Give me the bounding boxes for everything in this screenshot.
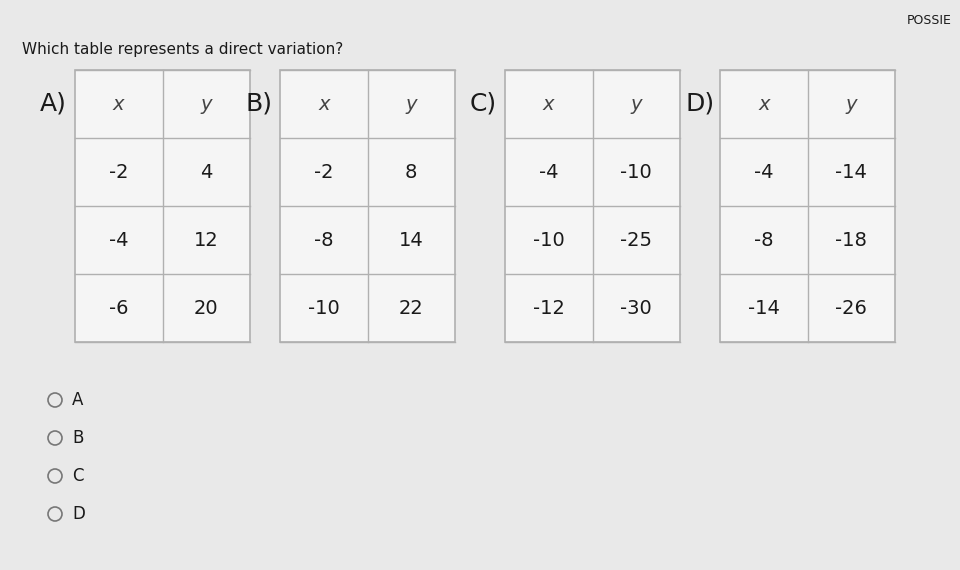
Bar	[505, 70, 680, 342]
Text: A: A	[72, 391, 84, 409]
Text: -10: -10	[533, 230, 564, 250]
Text: 14: 14	[398, 230, 423, 250]
Text: 20: 20	[194, 299, 219, 317]
Text: Which table represents a direct variation?: Which table represents a direct variatio…	[22, 42, 344, 57]
Text: y: y	[631, 95, 642, 113]
Text: y: y	[201, 95, 212, 113]
Text: y: y	[846, 95, 857, 113]
Text: POSSIE: POSSIE	[907, 14, 952, 27]
Text: A): A)	[40, 92, 67, 116]
Text: -4: -4	[754, 162, 774, 181]
Text: B): B)	[245, 92, 272, 116]
Text: x: x	[318, 95, 329, 113]
Text: -2: -2	[109, 162, 129, 181]
Text: -18: -18	[835, 230, 867, 250]
Text: -14: -14	[835, 162, 867, 181]
Text: 8: 8	[405, 162, 418, 181]
Text: x: x	[113, 95, 125, 113]
Text: -6: -6	[109, 299, 129, 317]
Text: x: x	[758, 95, 770, 113]
Text: -12: -12	[533, 299, 564, 317]
Text: -8: -8	[754, 230, 774, 250]
Text: -30: -30	[620, 299, 652, 317]
Bar	[75, 70, 250, 342]
Text: -2: -2	[314, 162, 333, 181]
Bar	[720, 70, 895, 342]
Text: -8: -8	[314, 230, 333, 250]
Text: D): D)	[685, 92, 714, 116]
Text: -10: -10	[620, 162, 652, 181]
Text: D: D	[72, 505, 84, 523]
Text: C): C)	[470, 92, 497, 116]
Text: -25: -25	[620, 230, 652, 250]
Text: -4: -4	[539, 162, 559, 181]
Bar	[280, 70, 455, 342]
Text: x: x	[543, 95, 555, 113]
Text: 4: 4	[200, 162, 212, 181]
Text: -14: -14	[748, 299, 780, 317]
Text: -4: -4	[109, 230, 129, 250]
Text: y: y	[405, 95, 417, 113]
Text: -26: -26	[835, 299, 867, 317]
Text: C: C	[72, 467, 84, 485]
Text: 12: 12	[194, 230, 219, 250]
Text: -10: -10	[308, 299, 340, 317]
Text: 22: 22	[398, 299, 423, 317]
Text: B: B	[72, 429, 84, 447]
